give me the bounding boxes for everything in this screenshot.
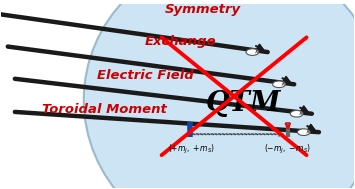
- Ellipse shape: [84, 0, 355, 189]
- Text: Toroidal Moment: Toroidal Moment: [42, 103, 167, 116]
- Text: Symmetry: Symmetry: [165, 3, 241, 16]
- Circle shape: [273, 81, 285, 88]
- Text: $(+m_J,+m_S)$: $(+m_J,+m_S)$: [168, 143, 215, 156]
- Circle shape: [290, 110, 303, 117]
- Text: Exchange: Exchange: [145, 35, 217, 48]
- Circle shape: [246, 49, 259, 55]
- Circle shape: [297, 129, 310, 136]
- Text: Electric Field: Electric Field: [97, 69, 193, 81]
- Text: QTM: QTM: [205, 90, 281, 117]
- Text: $(-m_J,-m_S)$: $(-m_J,-m_S)$: [264, 143, 311, 156]
